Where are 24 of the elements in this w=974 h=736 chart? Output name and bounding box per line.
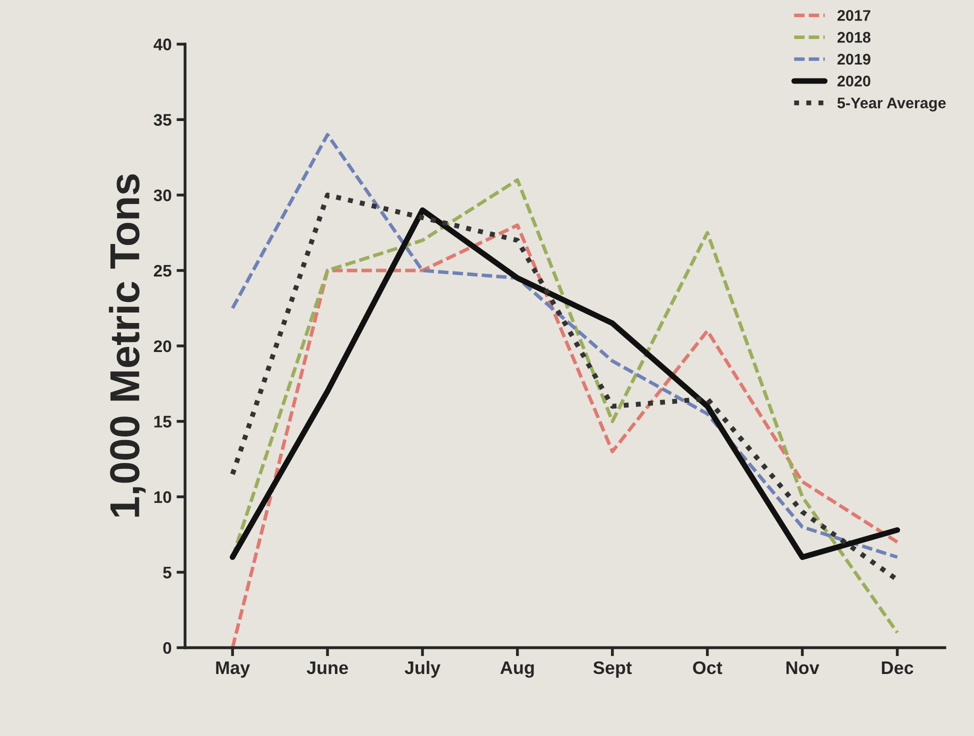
y-axis-title: 1,000 Metric Tons	[108, 174, 146, 517]
x-tick-label: Oct	[693, 661, 722, 674]
legend-label: 2017	[837, 10, 870, 21]
line-series	[230, 132, 900, 559]
x-tick-label: Dec	[882, 662, 914, 674]
y-tick-label: 15	[154, 416, 172, 428]
x-tick-label: July	[404, 660, 440, 678]
legend-label: 2019	[837, 54, 870, 65]
legend-label: 2020	[837, 76, 870, 86]
y-tick-label: 5	[163, 566, 172, 578]
y-tick-label: 30	[154, 189, 172, 202]
x-tick-label: Aug	[500, 661, 534, 678]
x-tick-label: June	[306, 662, 348, 674]
y-tick-label: 20	[154, 340, 172, 352]
x-tick-label: May	[216, 662, 250, 678]
y-tick-label: 10	[154, 491, 172, 504]
x-tick-label: Nov	[786, 662, 820, 674]
y-tick-label: 40	[154, 38, 172, 50]
y-tick-label: 25	[154, 264, 172, 277]
x-tick-label: Sept	[593, 661, 632, 678]
legend-label: 2018	[837, 32, 870, 43]
legend-label: 5-Year Average	[837, 98, 946, 112]
y-tick-label: 0	[163, 642, 172, 654]
y-tick-label: 35	[154, 114, 172, 126]
